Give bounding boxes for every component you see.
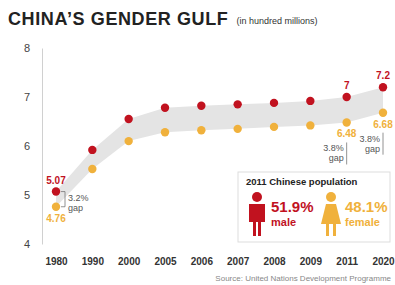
annotation-text: gap	[365, 144, 380, 154]
data-label: 7.2	[376, 70, 390, 81]
point	[270, 99, 278, 107]
point	[88, 146, 96, 154]
x-tick: 2007	[227, 248, 250, 267]
x-tick-label: 2009	[300, 256, 323, 267]
legend-icon	[249, 192, 265, 236]
annotation-text: gap	[329, 153, 344, 163]
x-tick: 2020	[372, 248, 395, 267]
gap-bracket	[383, 133, 384, 155]
point	[197, 102, 205, 110]
y-axis: 4 5 6 7 8	[24, 42, 43, 250]
y-tick-label: 6	[24, 140, 30, 152]
y-tick: 5	[24, 189, 42, 201]
icon-head	[252, 192, 262, 202]
x-tick-label: 2000	[118, 256, 141, 267]
x-tick-label: 1990	[82, 256, 105, 267]
point	[379, 108, 387, 116]
subtitle: (in hundred millions)	[236, 16, 317, 26]
title: CHINA’S GENDER GULF	[8, 9, 228, 29]
y-tick: 4	[24, 238, 42, 250]
legend-share: 48.1%	[345, 198, 388, 215]
point	[161, 128, 169, 136]
x-tick-label: 2008	[263, 256, 286, 267]
legend-title: 2011 Chinese population	[246, 176, 358, 187]
x-tick: 2009	[300, 248, 323, 267]
y-tick-label: 7	[24, 91, 30, 103]
x-tick: 2005	[154, 248, 177, 267]
point	[233, 125, 241, 133]
icon-body	[321, 204, 341, 236]
point	[270, 123, 278, 131]
legend: 2011 Chinese population 51.9%male 48.1%fem…	[238, 172, 390, 242]
y-axis-line	[42, 49, 43, 245]
chart: CHINA’S GENDER GULF (in hundred millions)…	[0, 0, 395, 285]
point	[342, 93, 350, 101]
annotation-text: gap	[68, 203, 83, 213]
x-tick-label: 2011	[336, 256, 358, 267]
annotation-text: 3.2%	[68, 193, 89, 203]
data-label: 6.48	[337, 128, 357, 139]
x-axis: 1980 1990 2000 2005 2006 2007 2008 2009 2011 2020	[45, 248, 395, 267]
y-tick-label: 4	[24, 238, 30, 250]
point	[233, 100, 241, 108]
legend-icon	[321, 192, 341, 236]
point	[197, 126, 205, 134]
x-tick: 2011	[336, 248, 358, 267]
y-tick: 7	[24, 91, 42, 103]
gap-annotation: 3.2%gap	[61, 192, 89, 214]
point	[306, 97, 314, 105]
annotation-text: 3.8%	[359, 134, 380, 144]
data-label: 4.76	[46, 213, 66, 224]
legend-label: male	[271, 216, 296, 228]
x-tick: 2000	[118, 248, 141, 267]
x-tick: 1990	[82, 248, 105, 267]
gap-bracket	[346, 142, 347, 164]
x-axis-line	[57, 248, 384, 249]
y-tick-label: 5	[24, 189, 30, 201]
gap-annotation: 3.8%gap	[323, 142, 347, 164]
legend-label: female	[345, 216, 380, 228]
x-tick-label: 2007	[227, 256, 250, 267]
point	[52, 203, 60, 211]
source: Source: United Nations Development Progr…	[215, 274, 391, 283]
gap-bracket	[61, 192, 65, 207]
point	[52, 187, 60, 195]
x-tick: 2006	[191, 248, 214, 267]
legend-share: 51.9%	[271, 198, 314, 215]
point	[342, 118, 350, 126]
icon-head	[326, 192, 336, 202]
annotation-text: 3.8%	[323, 143, 344, 153]
y-tick: 8	[24, 42, 42, 54]
gap-annotation: 3.8%gap	[359, 133, 383, 155]
x-tick-label: 2005	[154, 256, 177, 267]
point	[161, 104, 169, 112]
data-label: 7	[344, 80, 350, 91]
x-tick-label: 2006	[191, 256, 214, 267]
point	[124, 115, 132, 123]
x-tick: 1980	[45, 248, 68, 267]
data-label: 5.07	[46, 175, 66, 186]
legend-box	[238, 172, 390, 242]
x-tick-label: 1980	[45, 256, 68, 267]
x-tick: 2008	[263, 248, 286, 267]
icon-body	[249, 204, 265, 236]
y-tick-label: 8	[24, 42, 30, 54]
y-tick: 6	[24, 140, 42, 152]
x-tick-label: 2020	[372, 256, 395, 267]
data-label: 6.68	[373, 119, 393, 130]
point	[379, 83, 387, 91]
point	[306, 121, 314, 129]
point	[88, 165, 96, 173]
point	[124, 137, 132, 145]
